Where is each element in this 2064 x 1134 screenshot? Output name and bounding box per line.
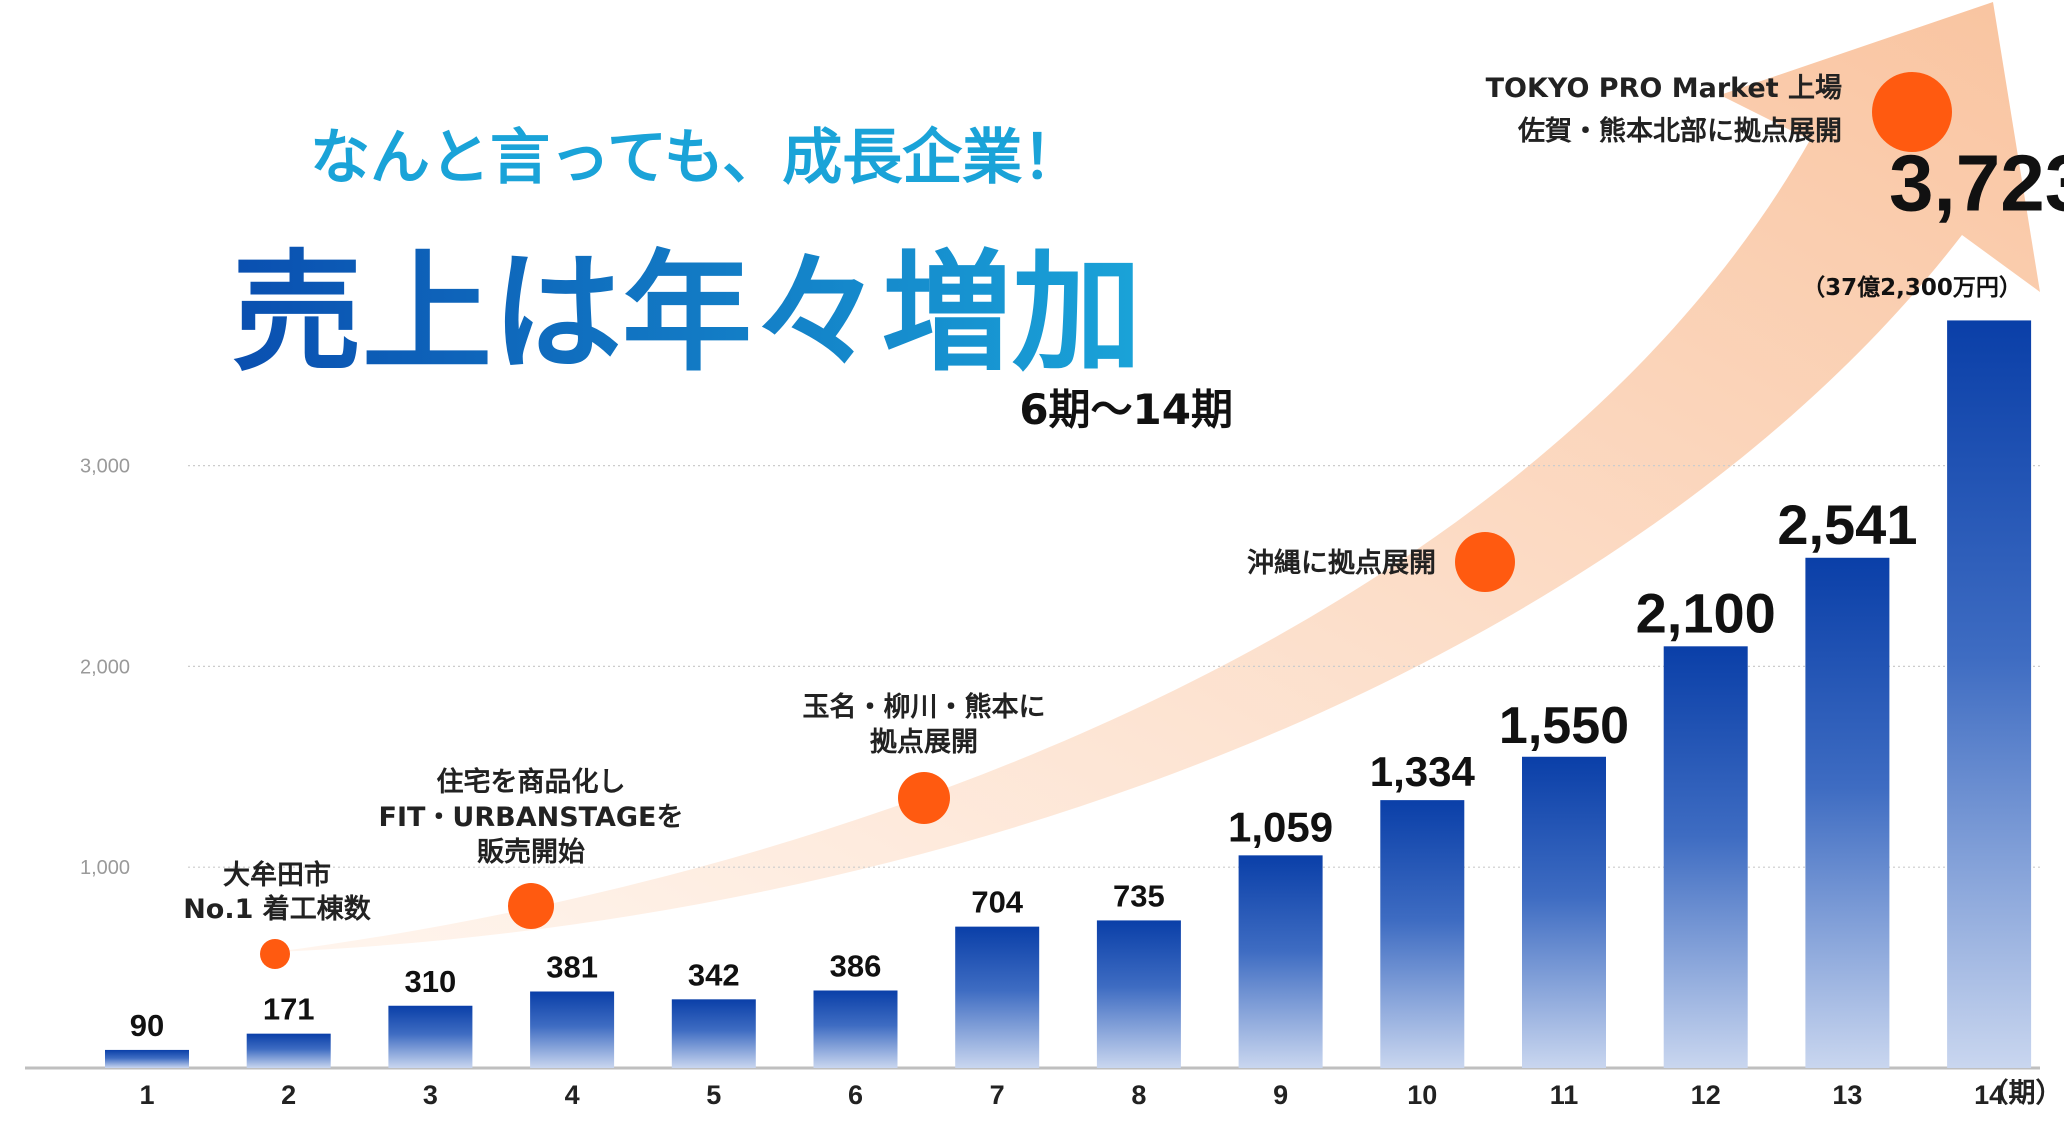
value-label: 386 [830,948,882,983]
sub-title: なんと言っても、成長企業！ [310,123,1082,193]
x-tick-label: 12 [1691,1080,1721,1110]
x-axis: 1 2 3 4 5 6 7 8 9 10 11 12 13 14（期） [139,1078,2062,1110]
bar [530,991,615,1068]
x-tick-label: 9 [1273,1080,1288,1110]
value-label: 1,334 [1370,748,1476,795]
x-tick-label: 10 [1407,1080,1437,1110]
bar [388,1005,473,1068]
milestone-label: 玉名・柳川・熊本に [803,691,1046,723]
x-axis-unit: （期） [1982,1078,2063,1109]
value-label: 171 [263,992,315,1027]
milestone-dot [1872,72,1952,152]
x-tick-label: 5 [706,1080,721,1110]
bar [105,1049,189,1068]
value-label: 704 [971,885,1023,920]
milestone-label: 拠点展開 [870,727,978,758]
value-label: 310 [405,964,457,999]
x-tick-label: 1 [139,1080,154,1110]
milestone-label: FIT・URBANSTAGEを [379,802,684,833]
milestone-label: TOKYO PRO Market 上場 [1486,73,1842,104]
bars [105,320,2032,1068]
milestone-dot [260,939,290,969]
value-label: 3,723 [1889,138,2064,227]
milestone-dot [898,772,950,824]
x-tick-label: 4 [565,1080,580,1110]
x-tick-label: 6 [848,1080,863,1110]
value-label: 2,541 [1777,493,1917,556]
bar [1238,855,1323,1068]
y-tick-label: 1,000 [80,857,130,879]
value-label: 90 [130,1008,164,1043]
growth-arrow [275,2,2040,952]
value-label: 1,550 [1499,697,1629,755]
x-tick-label: 14 [1974,1080,2004,1110]
bar [246,1033,331,1068]
milestone-label: 沖縄に拠点展開 [1247,548,1436,579]
milestone-dot [508,883,554,929]
value-label: 381 [546,949,598,984]
milestone-label: 住宅を商品化し [437,766,626,798]
x-tick-label: 8 [1131,1080,1146,1110]
bar [1522,756,1606,1068]
milestone-label: 佐賀・熊本北部に拠点展開 [1517,115,1842,147]
milestone-label: 大牟田市 [223,859,331,891]
x-tick-label: 7 [990,1080,1005,1110]
value-label: 342 [688,957,740,992]
milestone-label: 販売開始 [477,836,585,868]
y-tick-label: 2,000 [80,656,130,678]
bar [1663,646,1748,1068]
bar [1380,800,1465,1068]
main-title: 売上は年々増加 [232,237,1142,389]
value-label: 735 [1113,878,1165,913]
bar [1805,557,1890,1068]
bar [813,990,898,1068]
bar [955,926,1040,1068]
last-value-note: （37億2,300万円） [1802,274,2022,301]
value-label: 2,100 [1636,581,1776,644]
value-label: 1,059 [1228,803,1333,850]
period-range: 6期〜14期 [1019,385,1233,434]
bar [1096,920,1181,1068]
x-tick-label: 2 [281,1080,296,1110]
bar [1947,320,2032,1068]
x-tick-label: 13 [1832,1080,1862,1110]
x-tick-label: 11 [1550,1080,1579,1110]
y-tick-label: 3,000 [80,456,130,478]
milestone-dot [1455,532,1515,592]
milestone-label: No.1 着工棟数 [183,893,372,925]
x-tick-label: 3 [423,1080,438,1110]
bar [671,999,756,1068]
